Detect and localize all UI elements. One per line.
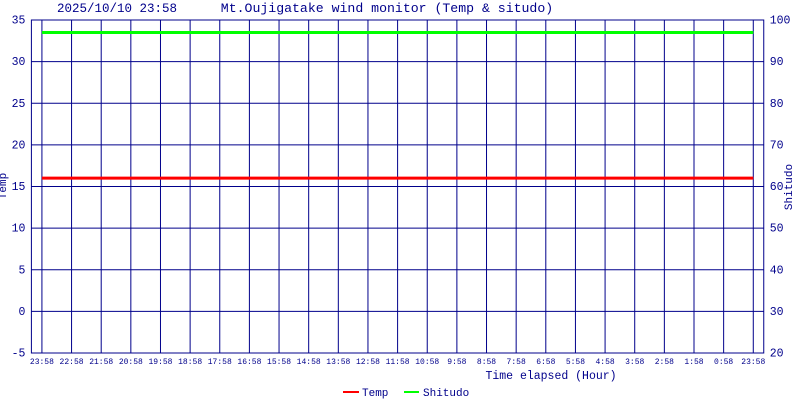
svg-text:7:58: 7:58 bbox=[507, 358, 526, 367]
svg-text:11:58: 11:58 bbox=[386, 358, 410, 367]
svg-text:5:58: 5:58 bbox=[566, 358, 585, 367]
svg-text:Shitudo: Shitudo bbox=[423, 388, 469, 400]
svg-text:Shitudo: Shitudo bbox=[784, 164, 796, 210]
svg-text:17:58: 17:58 bbox=[208, 358, 232, 367]
svg-text:3:58: 3:58 bbox=[625, 358, 644, 367]
svg-text:14:58: 14:58 bbox=[297, 358, 321, 367]
svg-text:2:58: 2:58 bbox=[655, 358, 674, 367]
svg-text:2025/10/10 23:58: 2025/10/10 23:58 bbox=[57, 2, 177, 16]
svg-text:70: 70 bbox=[770, 139, 784, 152]
svg-text:20: 20 bbox=[12, 139, 26, 152]
svg-text:20:58: 20:58 bbox=[119, 358, 143, 367]
svg-text:80: 80 bbox=[770, 98, 784, 111]
svg-text:60: 60 bbox=[770, 181, 784, 194]
svg-text:16:58: 16:58 bbox=[237, 358, 261, 367]
svg-text:19:58: 19:58 bbox=[148, 358, 172, 367]
svg-text:22:58: 22:58 bbox=[60, 358, 84, 367]
svg-text:0:58: 0:58 bbox=[714, 358, 733, 367]
svg-text:23:58: 23:58 bbox=[30, 358, 54, 367]
svg-text:-5: -5 bbox=[12, 348, 26, 361]
svg-text:30: 30 bbox=[12, 56, 26, 69]
svg-text:30: 30 bbox=[770, 306, 784, 319]
svg-text:50: 50 bbox=[770, 223, 784, 236]
svg-text:20: 20 bbox=[770, 348, 784, 361]
svg-text:10:58: 10:58 bbox=[415, 358, 439, 367]
svg-text:6:58: 6:58 bbox=[536, 358, 555, 367]
svg-text:18:58: 18:58 bbox=[178, 358, 202, 367]
svg-text:Time elapsed (Hour): Time elapsed (Hour) bbox=[485, 370, 616, 383]
svg-text:Mt.Oujigatake wind monitor (Te: Mt.Oujigatake wind monitor (Temp & situd… bbox=[221, 1, 553, 16]
svg-text:35: 35 bbox=[12, 15, 26, 28]
svg-text:25: 25 bbox=[12, 98, 26, 111]
svg-text:Temp: Temp bbox=[0, 173, 10, 199]
svg-text:15:58: 15:58 bbox=[267, 358, 291, 367]
svg-text:90: 90 bbox=[770, 56, 784, 69]
svg-text:Temp: Temp bbox=[362, 388, 388, 400]
svg-text:0: 0 bbox=[18, 306, 25, 319]
svg-text:21:58: 21:58 bbox=[89, 358, 113, 367]
svg-text:4:58: 4:58 bbox=[595, 358, 614, 367]
svg-text:8:58: 8:58 bbox=[477, 358, 496, 367]
svg-text:40: 40 bbox=[770, 264, 784, 277]
svg-text:1:58: 1:58 bbox=[684, 358, 703, 367]
svg-text:100: 100 bbox=[770, 15, 791, 28]
svg-text:23:58: 23:58 bbox=[741, 358, 765, 367]
svg-text:12:58: 12:58 bbox=[356, 358, 380, 367]
svg-text:5: 5 bbox=[18, 264, 25, 277]
svg-text:10: 10 bbox=[12, 223, 26, 236]
svg-text:13:58: 13:58 bbox=[326, 358, 350, 367]
svg-text:15: 15 bbox=[12, 181, 26, 194]
svg-text:9:58: 9:58 bbox=[447, 358, 466, 367]
